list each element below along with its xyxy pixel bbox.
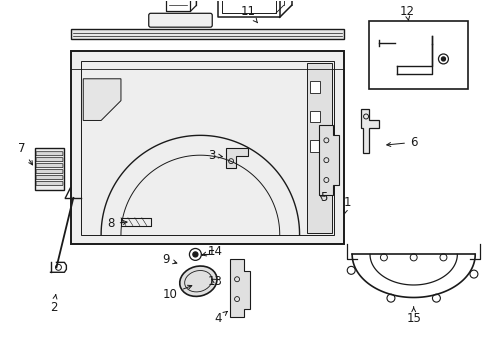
Text: 14: 14 bbox=[202, 245, 222, 258]
Polygon shape bbox=[360, 109, 378, 153]
Bar bbox=[35, 148, 64, 190]
Polygon shape bbox=[225, 148, 247, 168]
Text: 1: 1 bbox=[343, 196, 350, 214]
Text: 6: 6 bbox=[386, 136, 417, 149]
Text: 13: 13 bbox=[207, 275, 222, 288]
Bar bbox=[310, 81, 320, 93]
Text: 9: 9 bbox=[162, 253, 177, 266]
Circle shape bbox=[441, 57, 445, 61]
Circle shape bbox=[431, 294, 440, 302]
FancyBboxPatch shape bbox=[36, 152, 63, 156]
Bar bbox=[71, 29, 344, 39]
Circle shape bbox=[346, 266, 354, 274]
Text: 7: 7 bbox=[18, 142, 33, 165]
Polygon shape bbox=[230, 260, 249, 317]
Polygon shape bbox=[319, 125, 339, 195]
Bar bbox=[310, 140, 320, 152]
Circle shape bbox=[192, 252, 198, 257]
Text: 10: 10 bbox=[163, 285, 191, 301]
Text: 2: 2 bbox=[50, 295, 57, 314]
Polygon shape bbox=[83, 79, 121, 121]
Bar bbox=[81, 61, 334, 235]
Ellipse shape bbox=[180, 266, 217, 296]
FancyBboxPatch shape bbox=[36, 164, 63, 168]
Text: 4: 4 bbox=[214, 311, 227, 325]
Text: 3: 3 bbox=[208, 149, 222, 162]
Circle shape bbox=[386, 294, 394, 302]
Text: 5: 5 bbox=[319, 192, 326, 204]
Text: 11: 11 bbox=[240, 5, 257, 23]
Circle shape bbox=[469, 270, 477, 278]
Bar bbox=[368, 21, 468, 89]
Text: 15: 15 bbox=[406, 307, 420, 325]
Bar bbox=[310, 111, 320, 122]
FancyBboxPatch shape bbox=[36, 181, 63, 185]
Text: 12: 12 bbox=[398, 5, 413, 21]
Bar bbox=[306, 63, 332, 233]
Bar bbox=[71, 51, 344, 244]
Text: 8: 8 bbox=[107, 217, 127, 230]
FancyBboxPatch shape bbox=[36, 170, 63, 174]
FancyBboxPatch shape bbox=[36, 176, 63, 180]
FancyBboxPatch shape bbox=[148, 13, 212, 27]
FancyBboxPatch shape bbox=[36, 158, 63, 162]
